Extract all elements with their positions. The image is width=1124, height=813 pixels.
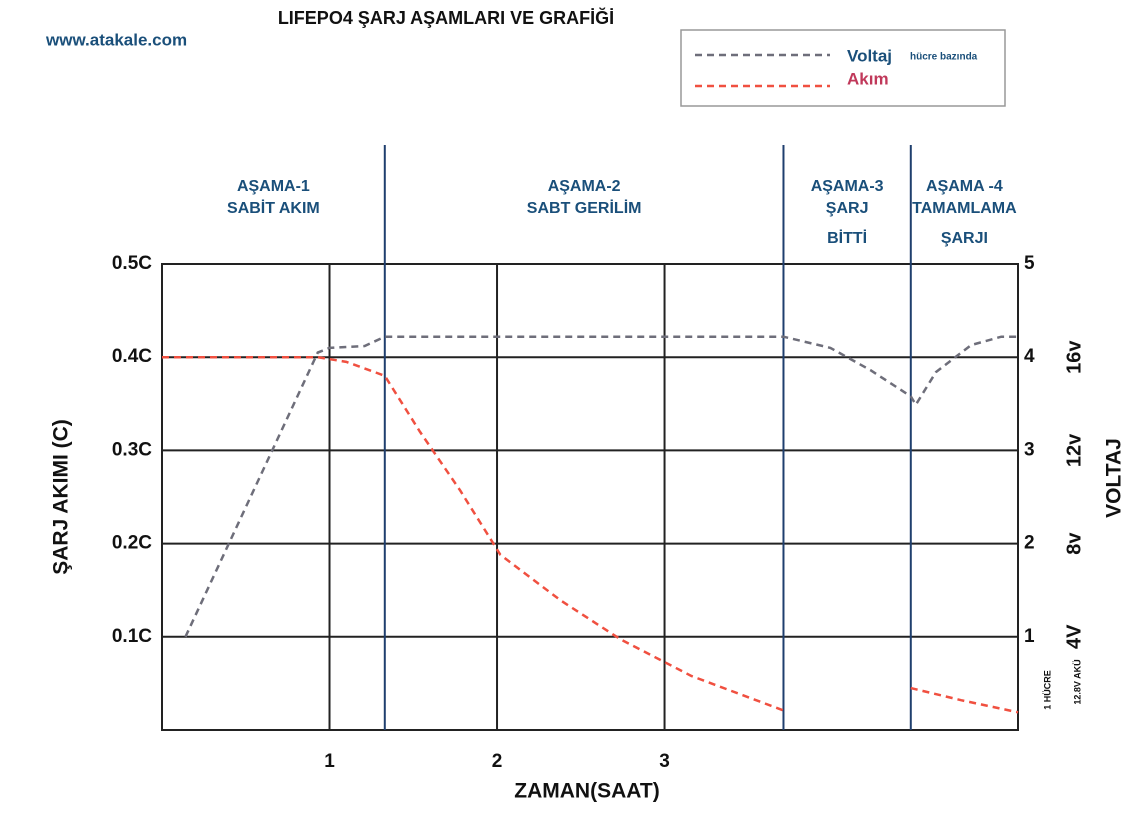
y-tick-label: 0.5C xyxy=(112,253,152,274)
y2-tick-label: 1 xyxy=(1024,626,1035,647)
y-tick-label: 0.1C xyxy=(112,626,152,647)
y2-tick-label: 4 xyxy=(1024,346,1035,367)
phase-label: AŞAMA-2 xyxy=(548,178,621,195)
y-tick-label: 0.4C xyxy=(112,346,152,367)
source: www.atakale.com xyxy=(45,30,187,49)
phase-label: AŞAMA -4 xyxy=(926,178,1003,195)
y2-pack-tick-label: 4V xyxy=(1063,624,1085,649)
phase-label: ŞARJI xyxy=(941,230,988,247)
phase-label: TAMAMLAMA xyxy=(912,200,1017,217)
series-line xyxy=(162,355,1019,714)
legend-box xyxy=(680,29,1006,107)
y2-tick-label: 3 xyxy=(1024,439,1035,460)
x-axis-label: ZAMAN(SAAT) xyxy=(514,780,659,803)
x-tick-label: 3 xyxy=(659,751,670,772)
y2-tick-label: 5 xyxy=(1024,253,1035,274)
y-tick-label: 0.3C xyxy=(112,439,152,460)
y-axis-label: ŞARJ AKIMI (C) xyxy=(50,419,73,575)
y2-pack-tick-label: 12v xyxy=(1063,433,1085,467)
x-tick-label: 2 xyxy=(492,751,503,772)
phase-label: AŞAMA-3 xyxy=(811,178,884,195)
y2-pack-tick-label: 16v xyxy=(1063,340,1085,374)
y2-axis-label: VOLTAJ xyxy=(1103,438,1124,518)
phase-label: ŞARJ xyxy=(826,200,869,217)
legend-note: hücre bazında xyxy=(910,52,978,63)
y2-pack-tick-label: 8v xyxy=(1063,532,1085,555)
y-tick-label: 0.2C xyxy=(112,533,152,554)
phase-label: SABİT AKIM xyxy=(227,199,320,217)
phase-label: BİTTİ xyxy=(827,229,867,247)
legend-label: Voltaj xyxy=(847,46,892,65)
plot-frame xyxy=(161,263,1019,731)
phase-label: SABT GERİLİM xyxy=(527,199,642,217)
y2-caption: 12.8V AKÜ xyxy=(1072,659,1082,704)
phase-label: AŞAMA-1 xyxy=(237,178,310,195)
chart-title: LIFEPO4 ŞARJ AŞAMLARI VE GRAFİĞİ xyxy=(278,7,614,28)
legend-label: Akım xyxy=(847,69,889,88)
y2-tick-label: 2 xyxy=(1024,533,1035,554)
y2-caption: 1 HÜCRE xyxy=(1042,670,1052,710)
series-line xyxy=(184,335,1018,638)
x-tick-label: 1 xyxy=(324,751,335,772)
